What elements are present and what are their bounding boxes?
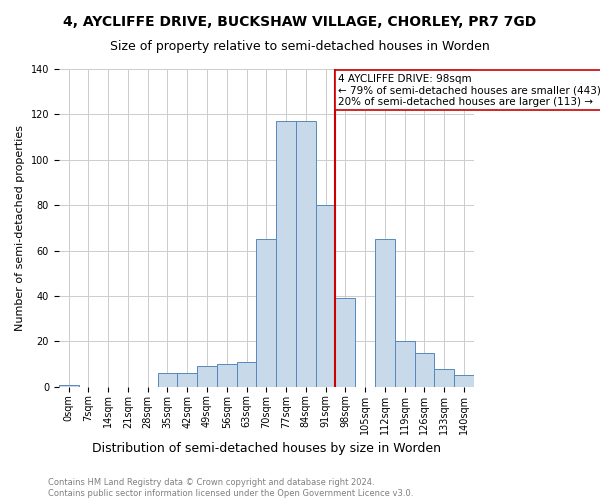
X-axis label: Distribution of semi-detached houses by size in Worden: Distribution of semi-detached houses by … <box>92 442 441 455</box>
Bar <box>276 121 296 387</box>
Bar <box>197 366 217 387</box>
Bar <box>454 376 474 387</box>
Bar <box>415 352 434 387</box>
Text: Size of property relative to semi-detached houses in Worden: Size of property relative to semi-detach… <box>110 40 490 53</box>
Bar <box>59 384 79 387</box>
Bar <box>316 205 335 387</box>
Bar <box>434 368 454 387</box>
Bar <box>158 373 178 387</box>
Text: 4, AYCLIFFE DRIVE, BUCKSHAW VILLAGE, CHORLEY, PR7 7GD: 4, AYCLIFFE DRIVE, BUCKSHAW VILLAGE, CHO… <box>64 15 536 29</box>
Y-axis label: Number of semi-detached properties: Number of semi-detached properties <box>15 125 25 331</box>
Text: 4 AYCLIFFE DRIVE: 98sqm
← 79% of semi-detached houses are smaller (443)
20% of s: 4 AYCLIFFE DRIVE: 98sqm ← 79% of semi-de… <box>338 74 600 106</box>
Bar <box>178 373 197 387</box>
Bar <box>217 364 236 387</box>
Bar <box>395 342 415 387</box>
Bar <box>296 121 316 387</box>
Bar <box>256 239 276 387</box>
Bar <box>335 298 355 387</box>
Text: Contains HM Land Registry data © Crown copyright and database right 2024.
Contai: Contains HM Land Registry data © Crown c… <box>48 478 413 498</box>
Bar <box>375 239 395 387</box>
Bar <box>236 362 256 387</box>
